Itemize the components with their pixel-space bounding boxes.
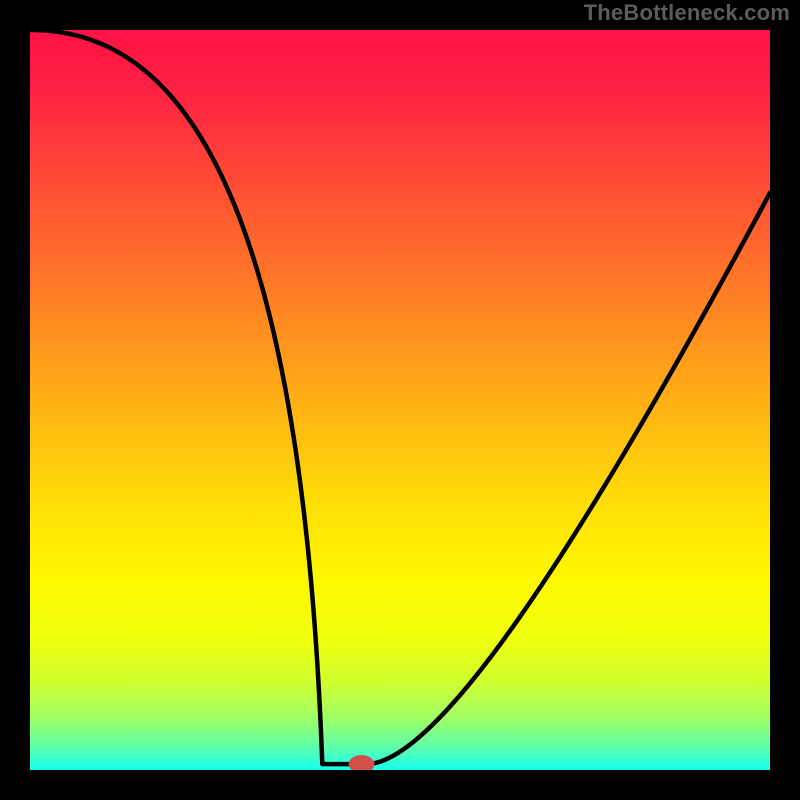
page-container: TheBottleneck.com [0,0,800,800]
watermark-text: TheBottleneck.com [584,0,790,26]
chart-plot-area [30,30,770,770]
optimum-marker [349,755,375,770]
chart-svg-layer [30,30,770,770]
bottleneck-curve [30,30,770,764]
